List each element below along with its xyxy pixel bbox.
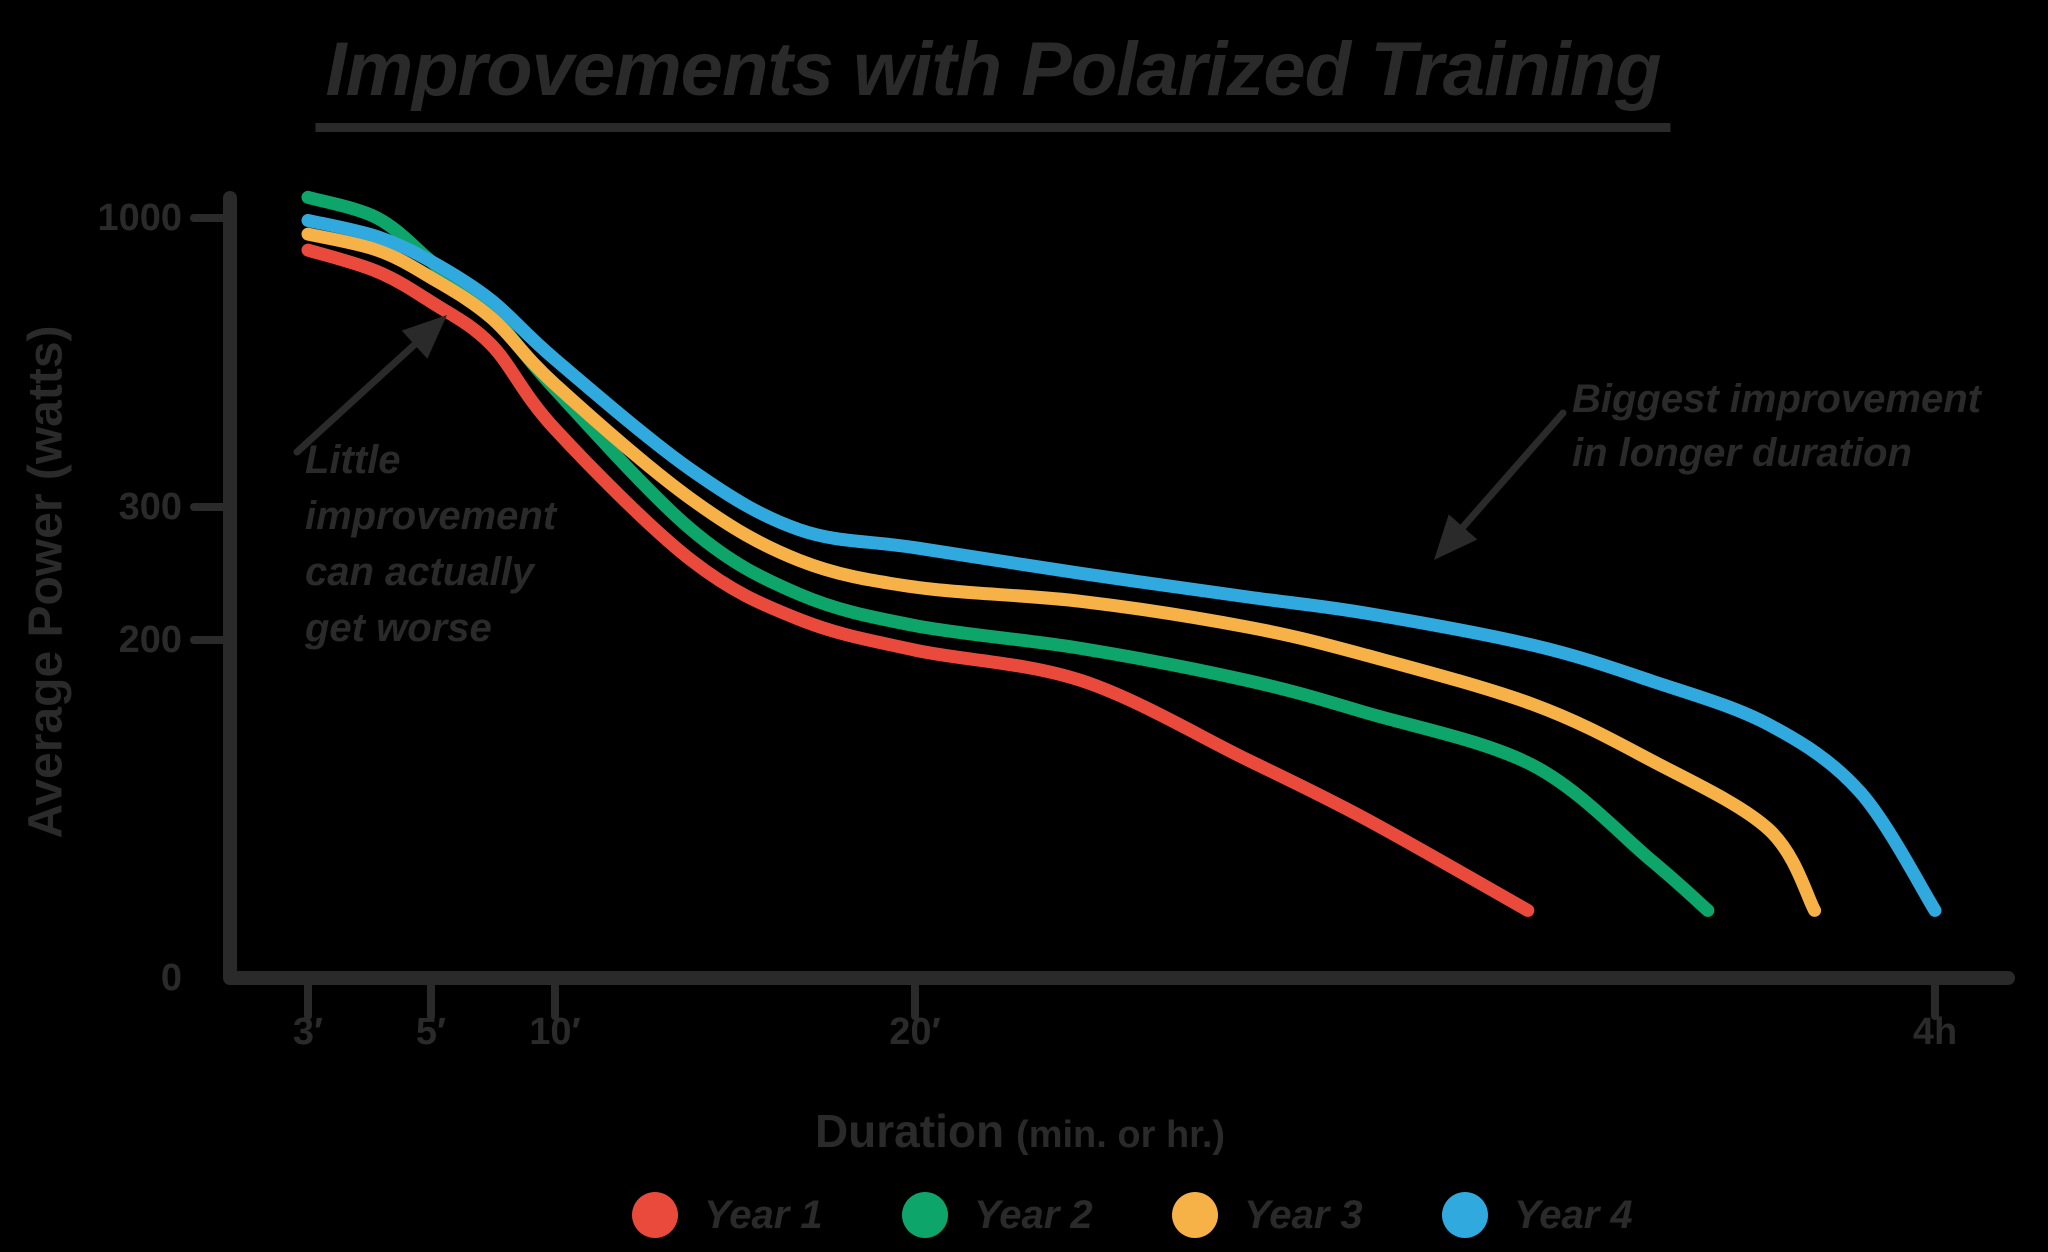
legend-label: Year 1 [704,1193,823,1237]
y-axis-title: Average Power (watts) [19,325,73,839]
x-tick-label: 3′ [292,1011,324,1053]
x-axis-title: Duration (min. or hr.) [815,1104,1225,1158]
axis-lines [223,191,2015,985]
annotation-arrow-left-head [401,315,447,359]
legend-label: Year 2 [974,1193,1093,1237]
y-tick-label: 200 [118,619,182,661]
y-tick-label: 1000 [97,197,182,239]
annotation-arrow-right-shaft [1459,409,1567,531]
legend-item-year-4: Year 4 [1442,1192,1633,1238]
curve-year-1 [301,243,1535,917]
legend-label: Year 3 [1244,1193,1363,1237]
annotation-arrow-left-shaft [293,341,419,456]
curve-year-3 [301,227,1822,917]
legend-item-year-3: Year 3 [1172,1192,1363,1238]
y-tick-label: 0 [160,957,182,999]
x-tick-label: 4h [1912,1011,1958,1053]
chart-title: Improvements with Polarized Training [315,26,1671,132]
annotation-little-improvement: Little improvement can actually get wors… [305,438,557,650]
x-tick-label: 5′ [415,1011,447,1053]
x-tick-label: 20′ [889,1011,941,1053]
annotation-biggest-improvement: Biggest improvement in longer duration [1572,377,1981,475]
legend-dot-icon [902,1192,948,1238]
x-axis-title-main: Duration [814,1105,1005,1157]
legend-dot-icon [1442,1192,1488,1238]
y-tick-label: 300 [118,486,182,528]
legend-item-year-2: Year 2 [902,1192,1093,1238]
x-axis-title-sub: (min. or hr.) [1016,1114,1226,1156]
legend-label: Year 4 [1514,1193,1633,1237]
curve-year-4 [301,213,1942,917]
legend-dot-icon [632,1192,678,1238]
annotation-arrow-right-head [1434,514,1478,560]
x-tick-label: 10′ [529,1011,581,1053]
legend-item-year-1: Year 1 [632,1192,823,1238]
legend-dot-icon [1172,1192,1218,1238]
